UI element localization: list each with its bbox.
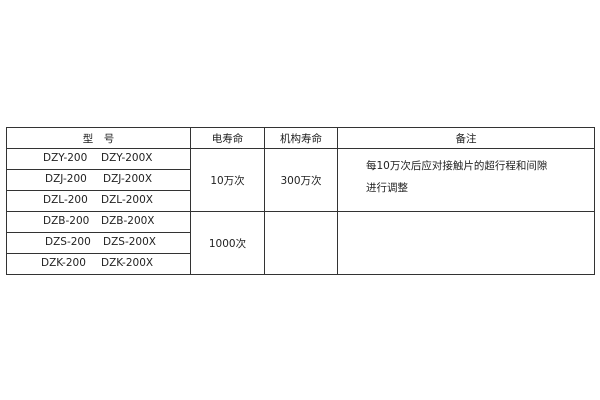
model-a: DZL-200 bbox=[43, 194, 88, 206]
model-b: DZB-200X bbox=[101, 215, 155, 227]
model-b: DZK-200X bbox=[101, 257, 154, 269]
model-a: DZB-200 bbox=[43, 215, 90, 227]
model-cell: DZJ-200 DZJ-200X bbox=[6, 169, 191, 191]
header-remarks: 备注 bbox=[337, 127, 595, 149]
model-a: DZJ-200 bbox=[45, 173, 87, 185]
remarks-cell: 每10万次后应对接触片的超行程和间隙 进行调整 bbox=[337, 148, 595, 212]
model-cell: DZL-200 DZL-200X bbox=[6, 190, 191, 212]
header-mechanical-life: 机构寿命 bbox=[264, 127, 338, 149]
model-a: DZY-200 bbox=[43, 152, 88, 164]
model-b: DZS-200X bbox=[103, 236, 156, 248]
model-b: DZY-200X bbox=[101, 152, 153, 164]
model-b: DZJ-200X bbox=[103, 173, 153, 185]
model-a: DZS-200 bbox=[45, 236, 91, 248]
model-a: DZK-200 bbox=[41, 257, 86, 269]
remarks-cell bbox=[337, 211, 595, 275]
mechanical-life-cell bbox=[264, 211, 338, 275]
header-model: 型 号 bbox=[6, 127, 191, 149]
table-row: DZL-200 DZL-200X bbox=[6, 190, 595, 212]
electrical-life-cell: 10万次 bbox=[190, 148, 265, 212]
specification-table: 型 号 电寿命 机构寿命 备注 DZY-200 DZY-200X 10万次 300… bbox=[6, 127, 595, 275]
mechanical-life-cell: 300万次 bbox=[264, 148, 338, 212]
model-cell: DZY-200 DZY-200X bbox=[6, 148, 191, 170]
table-row: DZK-200 DZK-200X bbox=[6, 253, 595, 275]
remark-line: 每10万次后应对接触片的超行程和间隙 bbox=[366, 160, 548, 172]
model-cell: DZB-200 DZB-200X bbox=[6, 211, 191, 233]
table-row: DZB-200 DZB-200X 1000次 bbox=[6, 211, 595, 275]
model-cell: DZS-200 DZS-200X bbox=[6, 232, 191, 254]
table-row: DZY-200 DZY-200X 10万次 300万次 每10万次后应对接触片的超… bbox=[6, 148, 595, 212]
header-electrical-life: 电寿命 bbox=[190, 127, 265, 149]
header-row: 型 号 电寿命 机构寿命 备注 bbox=[6, 127, 595, 149]
model-b: DZL-200X bbox=[101, 194, 153, 206]
electrical-life-cell: 1000次 bbox=[190, 211, 265, 275]
model-cell: DZK-200 DZK-200X bbox=[6, 253, 191, 275]
remark-line: 进行调整 bbox=[366, 182, 408, 194]
